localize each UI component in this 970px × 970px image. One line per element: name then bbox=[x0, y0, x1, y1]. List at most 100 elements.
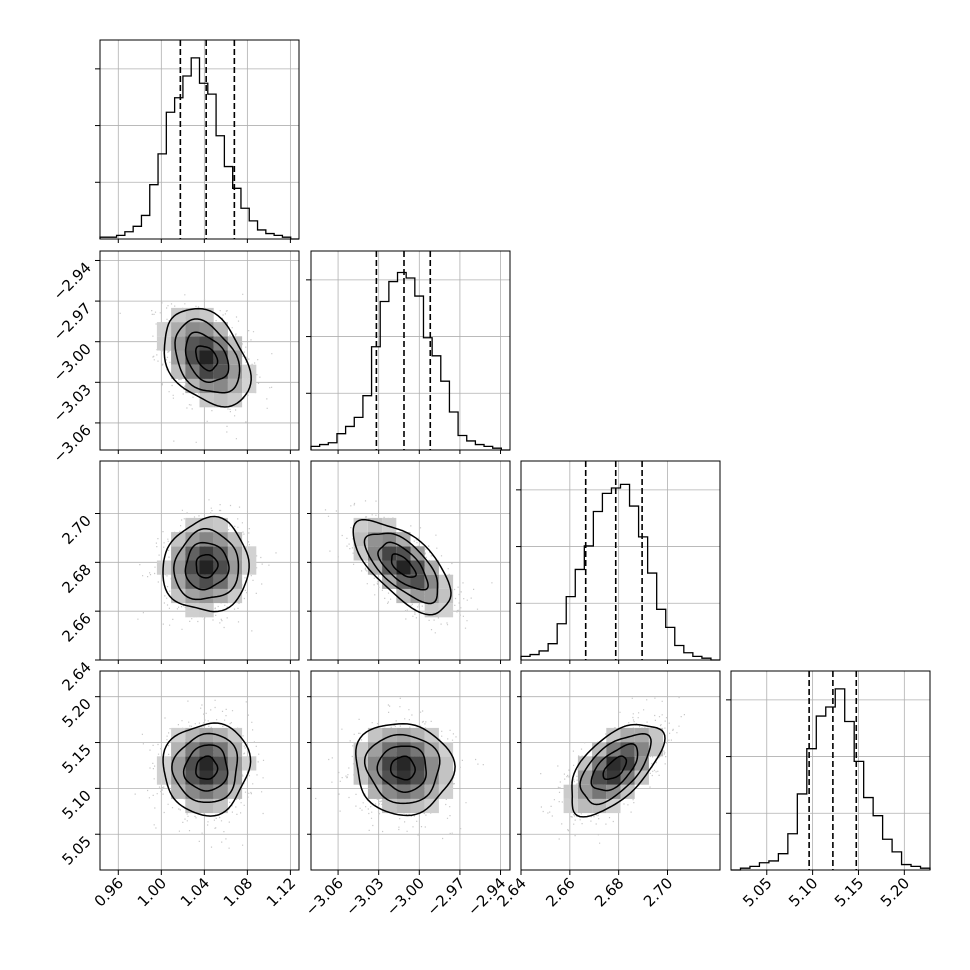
density-cell bbox=[410, 546, 425, 561]
contour-level-2 bbox=[174, 318, 241, 394]
density-cell bbox=[171, 350, 186, 365]
density-panel-0-2 bbox=[99, 460, 300, 661]
y-tick-label-3-1: 5.10 bbox=[58, 786, 94, 822]
density-cell bbox=[185, 784, 200, 799]
axes-frame bbox=[99, 250, 300, 451]
y-tick-label-2-3: 2.70 bbox=[58, 512, 94, 548]
x-tick-label-0-2: 1.04 bbox=[177, 874, 213, 910]
density-cell bbox=[185, 532, 200, 547]
density-cell bbox=[199, 546, 214, 561]
density-cell bbox=[396, 546, 411, 561]
density-cell bbox=[227, 588, 243, 604]
axes-frame bbox=[310, 250, 511, 451]
density-cell bbox=[606, 727, 621, 743]
scatter-points bbox=[315, 697, 484, 840]
histogram-step-1 bbox=[310, 271, 510, 451]
density-cell bbox=[396, 756, 411, 771]
density-cell bbox=[213, 560, 228, 575]
axes-frame bbox=[520, 460, 721, 661]
axes-frame bbox=[730, 670, 931, 871]
contour-level-0 bbox=[602, 755, 628, 781]
x-tick-label-1-0: −3.06 bbox=[302, 874, 347, 919]
density-cell bbox=[438, 603, 454, 618]
density-panel-1-2 bbox=[310, 460, 511, 661]
histogram-step-2 bbox=[520, 483, 720, 661]
density-cell bbox=[382, 517, 397, 533]
contour-level-1 bbox=[377, 541, 429, 591]
density-cell bbox=[410, 727, 425, 743]
x-tick-label-3-3: 5.20 bbox=[877, 874, 913, 910]
density-cell bbox=[577, 770, 593, 785]
density-cell bbox=[242, 378, 257, 394]
density-cell bbox=[213, 393, 228, 408]
density-panel-2-3 bbox=[520, 670, 721, 871]
density-cell bbox=[213, 532, 228, 547]
contour-level-0 bbox=[195, 553, 219, 579]
y-tick-label-2-1: 2.66 bbox=[58, 609, 94, 645]
x-tick-label-2-3: 2.70 bbox=[640, 874, 676, 910]
contour-level-3 bbox=[355, 723, 456, 817]
x-tick-label-0-1: 1.00 bbox=[134, 874, 170, 910]
density-cell bbox=[199, 560, 214, 575]
contour-level-1 bbox=[182, 744, 229, 792]
density-cell bbox=[563, 798, 578, 814]
density-panel-0-1 bbox=[99, 250, 300, 451]
density-cell bbox=[367, 727, 383, 743]
density-cell bbox=[227, 727, 243, 743]
hist-panel-1 bbox=[306, 250, 511, 451]
density-cell bbox=[382, 546, 397, 561]
axes-frame bbox=[310, 670, 511, 871]
y-tick-label-3-2: 5.15 bbox=[58, 741, 94, 777]
density-cell bbox=[438, 756, 454, 771]
density-cell bbox=[424, 742, 439, 757]
density-cell bbox=[367, 742, 383, 757]
density-cell bbox=[606, 756, 621, 771]
hist-panel-0 bbox=[95, 39, 300, 240]
density-cell bbox=[648, 742, 664, 757]
density-cell bbox=[438, 770, 454, 785]
density-cell bbox=[213, 364, 228, 379]
density-cell bbox=[438, 784, 454, 799]
y-tick-label-1-4: −2.94 bbox=[50, 259, 95, 304]
density-panel-0-3 bbox=[99, 670, 300, 871]
contour-level-1 bbox=[184, 541, 230, 591]
y-tick-label-1-0: −3.06 bbox=[50, 421, 95, 466]
density-cell bbox=[171, 770, 186, 785]
density-cell bbox=[367, 532, 383, 547]
density-cell bbox=[185, 322, 200, 337]
y-tick-label-3-3: 5.20 bbox=[58, 695, 94, 731]
axes-frame bbox=[520, 670, 721, 871]
scatter-points bbox=[540, 696, 685, 844]
density-cell bbox=[171, 742, 186, 757]
density-cell bbox=[634, 727, 649, 743]
contour-level-3 bbox=[162, 515, 250, 613]
x-tick-label-2-2: 2.68 bbox=[591, 874, 627, 910]
contour-level-2 bbox=[363, 733, 441, 805]
contour-level-0 bbox=[195, 755, 219, 780]
x-tick-label-1-1: −3.03 bbox=[342, 874, 387, 919]
density-cell bbox=[620, 770, 635, 785]
density-cell bbox=[563, 784, 578, 799]
density-cell bbox=[382, 770, 397, 785]
density-cell bbox=[171, 756, 186, 771]
contour-level-0 bbox=[195, 345, 219, 372]
contour-level-3 bbox=[571, 723, 666, 818]
density-cell bbox=[227, 574, 243, 589]
density-cell bbox=[185, 727, 200, 743]
density-cell bbox=[171, 336, 186, 351]
density-cell bbox=[382, 756, 397, 771]
density-cell bbox=[227, 546, 243, 561]
density-cell bbox=[424, 756, 439, 771]
density-cell bbox=[396, 560, 411, 575]
contour-level-1 bbox=[376, 745, 427, 793]
x-tick-label-1-2: −3.00 bbox=[383, 874, 428, 919]
contour-level-3 bbox=[162, 722, 252, 817]
density-cell bbox=[396, 798, 411, 814]
density-cell bbox=[185, 742, 200, 757]
density-cell bbox=[382, 784, 397, 799]
axes-frame bbox=[310, 460, 511, 661]
contour-level-3 bbox=[352, 518, 452, 616]
contour-level-2 bbox=[363, 532, 439, 605]
density-cell bbox=[213, 546, 228, 561]
x-tick-label-1-3: −2.97 bbox=[424, 874, 469, 919]
